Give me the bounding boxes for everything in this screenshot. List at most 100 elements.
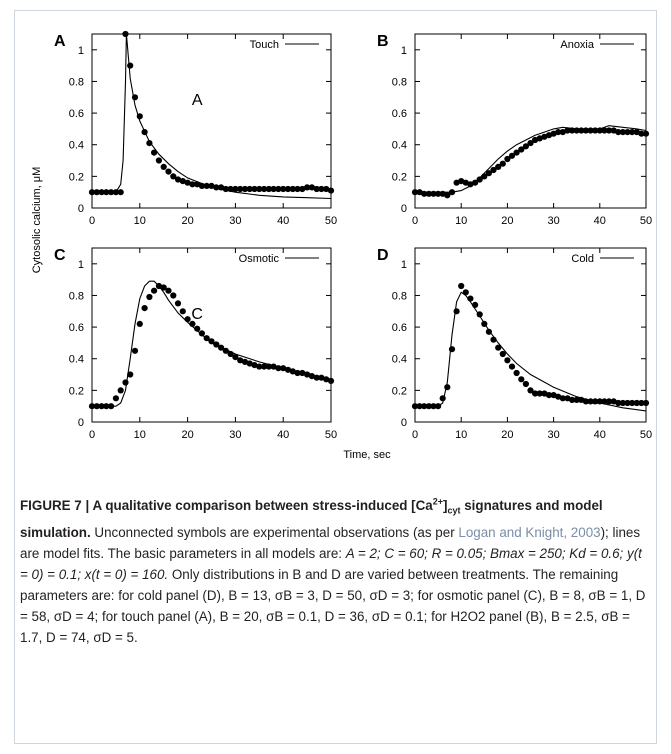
panel-c-observed-point (136, 320, 143, 327)
panel-d-observed-point (448, 346, 456, 353)
panel-d-observed-point (624, 399, 631, 407)
panel-a-observed-point (103, 189, 110, 196)
panel-a-observed-point (218, 184, 225, 191)
x-tick-label: 40 (277, 429, 289, 441)
y-tick-label: 0.2 (69, 385, 84, 397)
panel-d-observed-point (495, 344, 502, 351)
panel-b-observed-point (536, 135, 543, 142)
panel-d-observed-point (513, 369, 520, 377)
panel-a-observed-point (327, 187, 335, 194)
x-tick-label: 30 (229, 429, 241, 441)
y-tick-label: 0.4 (69, 140, 84, 152)
panel-c-observed-point (103, 403, 110, 410)
x-tick-label: 20 (501, 429, 513, 441)
panel-c-observed-point (93, 403, 100, 410)
panel-d-observed-point (532, 390, 539, 397)
panel-c-observed-point (323, 376, 330, 383)
panel-a-observed-point (146, 140, 153, 147)
panel-b-letter: B (377, 33, 389, 50)
x-tick-label: 40 (277, 215, 289, 227)
panel-c-observed-point (165, 287, 172, 294)
panel-b-observed-point (435, 190, 442, 197)
panel-a-observed-point (194, 181, 201, 188)
x-tick-label: 10 (455, 215, 467, 227)
panel-a-observed-point (179, 178, 186, 185)
panel-d-observed-point (439, 395, 446, 402)
panel-c-observed-point (256, 363, 263, 370)
y-tick-label: 0 (78, 417, 84, 429)
panel-b-observed-point (425, 190, 432, 197)
panel-c-observed-point (108, 403, 115, 410)
panel-d-observed-point (601, 398, 608, 405)
panel-b-observed-point (485, 170, 492, 177)
caption-basic-parameters: A = 2; C = 60; R = 0.05; Bmax = 250; Kd … (20, 546, 642, 583)
panel-a-observed-point (127, 62, 134, 69)
panel-a-observed-point (232, 185, 239, 193)
panel-c-observed-point (218, 344, 225, 351)
panel-b-observed-point (518, 146, 525, 153)
panel-a-observed-point (184, 179, 191, 186)
x-tick-label: 50 (640, 429, 652, 441)
caption-cold-params: for cold panel (D), B = 13, σB = 3, D = … (118, 588, 414, 604)
panel-d-observed-point (592, 398, 599, 405)
panel-c-observed-point (299, 369, 306, 377)
x-tick-label: 20 (181, 215, 193, 227)
panel-b-observed-point (564, 127, 571, 134)
panel-a-observed-point (237, 185, 244, 193)
panel-a-observed-point (275, 185, 282, 193)
y-tick-label: 1 (78, 45, 84, 57)
x-tick-label: 10 (134, 429, 146, 441)
panel-b-observed-point (421, 190, 428, 197)
panel-c-observed-point (222, 347, 229, 354)
panel-c-observed-point (327, 377, 335, 384)
panel-d-observed-point (536, 390, 543, 397)
panel-a-observed-point (88, 189, 96, 196)
panel-d-observed-point (430, 403, 437, 410)
panel-c-observed-point (280, 365, 287, 372)
y-tick-label: 0 (401, 203, 407, 215)
panel-c-observed-point (141, 305, 148, 312)
panel-d-observed-point (490, 336, 497, 343)
y-tick-label: 0 (78, 203, 84, 215)
panel-c-observed-point (184, 316, 191, 323)
y-tick-label: 0.4 (392, 354, 407, 366)
panel-d-observed-point (559, 395, 566, 402)
caption-text: Unconnected symbols are experimental obs… (90, 525, 459, 541)
panel-d-observed-point (596, 398, 603, 405)
panel-c-observed-point (155, 282, 162, 290)
panel-d-observed-point (453, 308, 460, 315)
y-tick-label: 0.4 (69, 354, 84, 366)
caption-reference-link[interactable]: Logan and Knight, 2003 (458, 525, 601, 541)
panel-b-observed-point (582, 127, 590, 134)
panel-a-observed-point (98, 189, 105, 196)
panel-b-observed-point (587, 127, 594, 134)
y-tick-label: 0.8 (392, 76, 407, 88)
panel-b-model-line (415, 125, 646, 193)
panel-d-observed-point (573, 396, 580, 403)
x-tick-label: 10 (134, 215, 146, 227)
y-tick-label: 0.8 (69, 76, 84, 88)
panel-a-observed-point (189, 181, 196, 188)
x-tick-label: 20 (501, 215, 513, 227)
panel-c-observed-point (261, 363, 268, 370)
panel-a-observed-point (261, 185, 268, 193)
panel-a-observed-point (203, 182, 210, 189)
panel-a-observed-point (131, 94, 139, 101)
panel-d-observed-point (467, 295, 474, 302)
y-tick-label: 0.6 (392, 108, 407, 120)
panel-b-observed-point (555, 129, 562, 136)
panel-d-legend-label: Cold (571, 253, 594, 265)
panel-d-observed-point (485, 328, 492, 335)
panel-c-observed-point (232, 354, 239, 361)
y-tick-label: 0.4 (392, 140, 407, 152)
panel-c-observed-point (265, 363, 272, 370)
y-axis-label: Cytosolic calcium, μM (31, 167, 43, 274)
panel-c-observed-point (131, 347, 139, 354)
panel-c-observed-point (117, 387, 124, 394)
panel-d-observed-point (527, 387, 534, 394)
panel-d-observed-point (518, 376, 525, 383)
panel-c-observed-point (304, 371, 311, 378)
panel-b-observed-point (476, 176, 483, 183)
panel-b-observed-point (596, 127, 603, 134)
y-tick-label: 0.6 (69, 322, 84, 334)
